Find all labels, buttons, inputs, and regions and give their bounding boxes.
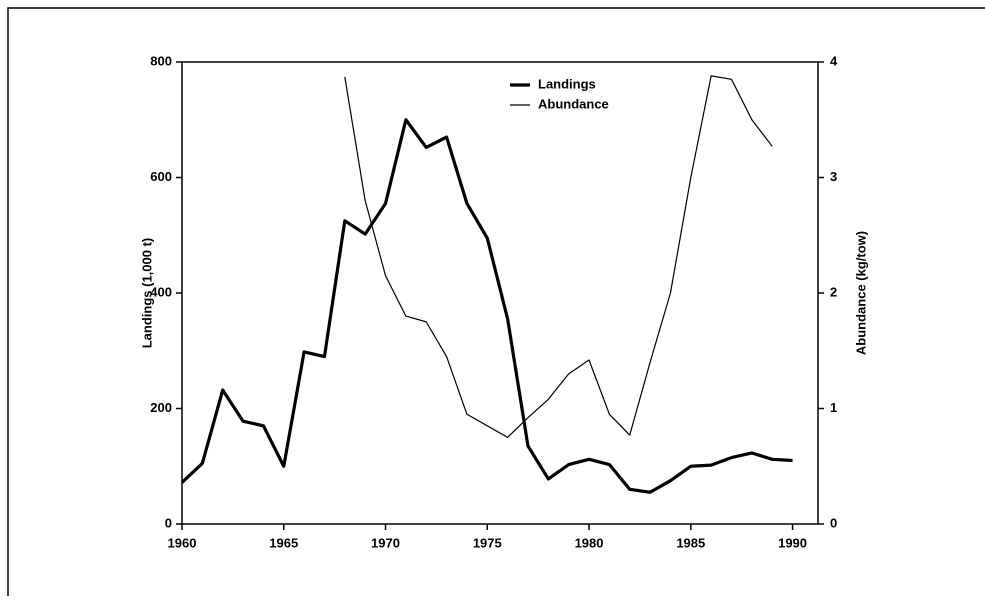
y2-tick-label: 1 <box>830 400 837 415</box>
y2-tick-label: 3 <box>830 169 837 184</box>
x-tick-label: 1960 <box>168 535 197 550</box>
x-tick-label: 1990 <box>778 535 807 550</box>
y-axis-title: Landings (1,000 t) <box>139 238 154 349</box>
x-tick-label: 1975 <box>473 535 502 550</box>
y-tick-label: 0 <box>165 515 172 530</box>
y2-tick-label: 2 <box>830 284 837 299</box>
y2-tick-label: 4 <box>830 53 838 68</box>
y2-axis-title: Abundance (kg/tow) <box>853 231 868 355</box>
y2-tick-label: 0 <box>830 515 837 530</box>
frame <box>7 7 985 601</box>
y-tick-label: 400 <box>150 284 172 299</box>
legend-label: Abundance <box>538 96 609 111</box>
series-line <box>344 75 773 438</box>
y-tick-label: 800 <box>150 53 172 68</box>
x-tick-label: 1965 <box>269 535 298 550</box>
x-tick-label: 1985 <box>676 535 705 550</box>
y-tick-label: 200 <box>150 400 172 415</box>
legend-label: Landings <box>538 76 596 91</box>
x-tick-label: 1980 <box>575 535 604 550</box>
x-tick-label: 1970 <box>371 535 400 550</box>
series-line <box>180 118 793 494</box>
y-tick-label: 600 <box>150 169 172 184</box>
